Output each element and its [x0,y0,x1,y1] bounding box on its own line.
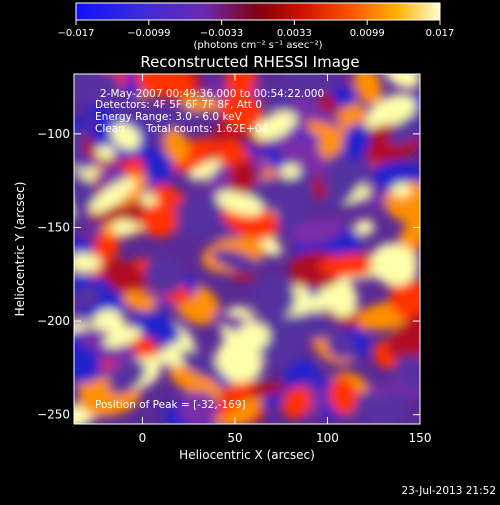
x-tick-label: 0 [139,431,147,445]
heatmap-hotspot [391,183,412,198]
heatmap-blob [134,74,195,99]
colorbar-tick-label: 0.0033 [277,28,312,39]
heatmap-blob [326,332,357,360]
footer-timestamp: 23-Jul-2013 21:52 [401,485,496,497]
heatmap-blob [323,275,358,318]
colorbar-tick-label: −0.017 [57,28,94,39]
heatmap-blob [93,231,119,263]
heatmap-blob [163,128,190,163]
heatmap-blob [180,349,222,380]
heatmap-blob [102,259,147,296]
heatmap-blob [152,183,187,211]
heatmap-blob [178,391,219,424]
heatmap-blob [370,242,419,286]
axis-ticks: 0 50 100 150 −100 −150 −200 −250 [37,74,431,445]
x-tick-label: 50 [227,431,242,445]
y-axis-label: Heliocentric Y (arcsec) [13,182,27,317]
heatmap-blob [108,359,146,395]
x-axis-label: Heliocentric X (arcsec) [179,448,315,462]
colorbar-tick-label: −0.0099 [127,28,170,39]
plot-frame [73,73,421,425]
colorbar-units-label: (photons cm⁻² s⁻¹ asec⁻²) [193,40,322,51]
y-tick-label: −150 [37,220,70,234]
heatmap-blob [328,376,357,415]
annotation-clean: Clean [95,123,125,135]
heatmap-blob [225,74,257,97]
heatmap-blob [122,290,157,312]
y-tick-label: −250 [37,408,70,422]
heatmap-blob [220,90,263,131]
heatmap-plot-area [74,74,420,424]
heatmap-blob [354,74,382,106]
heatmap-blob [331,83,357,108]
heatmap-blob [395,354,420,392]
x-tick-label: 100 [316,431,339,445]
heatmap-blob [398,217,420,254]
heatmap-blob [211,249,263,274]
heatmap-blob [319,253,383,277]
heatmap-blob [135,148,176,173]
heatmap-blob [168,366,222,399]
heatmap-blob [253,277,296,320]
heatmap-blob [253,111,297,141]
heatmap-blob [321,184,355,210]
heatmap-blob [384,74,420,89]
heatmap-hotspot [95,145,116,160]
colorbar-tick-label: −0.0033 [200,28,243,39]
heatmap-blob [320,149,372,195]
heatmap-blob [270,129,328,176]
heatmap-blob [282,386,312,419]
chart-title: Reconstructed RHESSI Image [140,53,359,71]
colorbar-tick-label: 0.017 [426,28,455,39]
heatmap-blob [74,346,101,384]
heatmap-blob [377,391,407,424]
heatmap-blob [388,310,420,360]
heatmap-blob [103,326,142,348]
colorbar [75,2,441,21]
heatmap-blob [261,85,295,111]
y-tick-label: −200 [37,314,70,328]
annotation-time-range: 2-May-2007 00:49:36.000 to 00:54:22.000 [100,88,324,100]
heatmap-hotspot [354,219,375,236]
annotation-total-counts: Total counts: 1.62E+04 [145,123,268,135]
colorbar-tick-label: 0.0099 [350,28,385,39]
heatmap-blob [74,177,97,209]
heatmap-blob [89,177,137,214]
heatmap-hotspot [111,219,136,236]
x-tick-label: 150 [409,431,432,445]
heatmap-blob [216,190,264,216]
heatmap-blob [74,285,101,310]
heatmap-blob [342,123,371,161]
heatmap-blob [389,283,420,321]
heatmap-blob [140,203,178,238]
annotation-peak-position: Position of Peak = [-32,-169] [95,399,246,411]
heatmap-image [74,74,420,424]
heatmap-blob [215,339,264,383]
colorbar-ticks: −0.017 −0.0099 −0.0033 0.0033 0.0099 0.017 [57,20,454,39]
heatmap-blob [133,309,181,344]
annotation-detectors: Detectors: 4F 5F 6F 7F 8F, Att 0 [95,99,262,111]
y-tick-label: −100 [37,127,70,141]
heatmap-blob [284,74,346,93]
heatmap-blob [211,380,255,418]
heatmap-blob [179,95,222,113]
heatmap-blob [110,122,141,150]
heatmap-hotspot [237,322,270,351]
heatmap-blob [171,194,224,237]
heatmap-hotspot [74,253,102,274]
annotation-energy: Energy Range: 3.0 - 6.0 keV [95,111,243,123]
heatmap-hotspot [280,164,301,179]
heatmap-blob [74,74,121,103]
heatmap-blob [290,217,346,245]
heatmap-blob [229,159,257,194]
heatmap-blob [144,254,184,296]
